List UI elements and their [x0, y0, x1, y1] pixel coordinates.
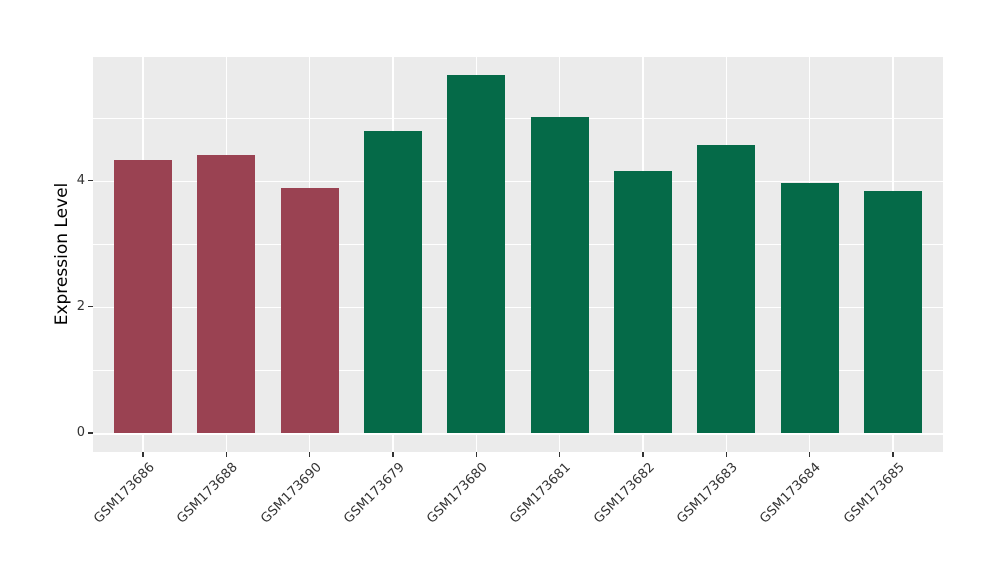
- bar: [447, 74, 506, 433]
- bar: [613, 171, 672, 433]
- minor-gridline: [93, 243, 943, 245]
- x-tick-mark: [475, 452, 477, 457]
- bar: [197, 155, 256, 433]
- x-tick-label: GSM173683: [674, 460, 741, 527]
- x-tick-mark: [725, 452, 727, 457]
- y-tick-label: 0: [76, 425, 85, 440]
- plot-panel: [93, 57, 943, 452]
- x-tick-mark: [142, 452, 144, 457]
- x-tick-mark: [559, 452, 561, 457]
- bar: [280, 188, 339, 433]
- x-tick-label: GSM173688: [174, 460, 241, 527]
- y-tick-label: 2: [76, 298, 85, 314]
- major-gridline: [93, 306, 943, 309]
- y-tick-label: 4: [76, 172, 85, 188]
- minor-gridline: [93, 117, 943, 119]
- x-tick-label: GSM173690: [257, 460, 325, 527]
- minor-gridline: [93, 369, 943, 371]
- x-tick-mark: [642, 452, 644, 457]
- x-tick-label: GSM173679: [341, 460, 408, 527]
- x-tick-label: GSM173680: [424, 460, 491, 527]
- y-tick-mark: [88, 432, 93, 434]
- x-tick-mark: [309, 452, 311, 457]
- bar: [114, 160, 172, 433]
- x-tick-label: GSM173681: [507, 460, 575, 527]
- major-gridline: [93, 433, 943, 435]
- x-tick-label: GSM173682: [591, 460, 658, 527]
- x-tick-mark: [225, 452, 227, 457]
- bar: [530, 116, 589, 433]
- x-tick-label: GSM173684: [757, 460, 825, 527]
- x-tick-mark: [809, 452, 811, 457]
- x-tick-label: GSM173686: [91, 460, 158, 527]
- bar: [780, 183, 839, 433]
- x-tick-label: GSM173685: [841, 460, 908, 527]
- bar: [863, 190, 922, 433]
- major-gridline: [93, 180, 943, 183]
- bar: [363, 131, 422, 433]
- y-tick-mark: [88, 306, 93, 308]
- x-tick-mark: [392, 452, 394, 457]
- bar: [697, 145, 756, 433]
- x-tick-mark: [892, 452, 894, 457]
- y-tick-mark: [88, 180, 93, 182]
